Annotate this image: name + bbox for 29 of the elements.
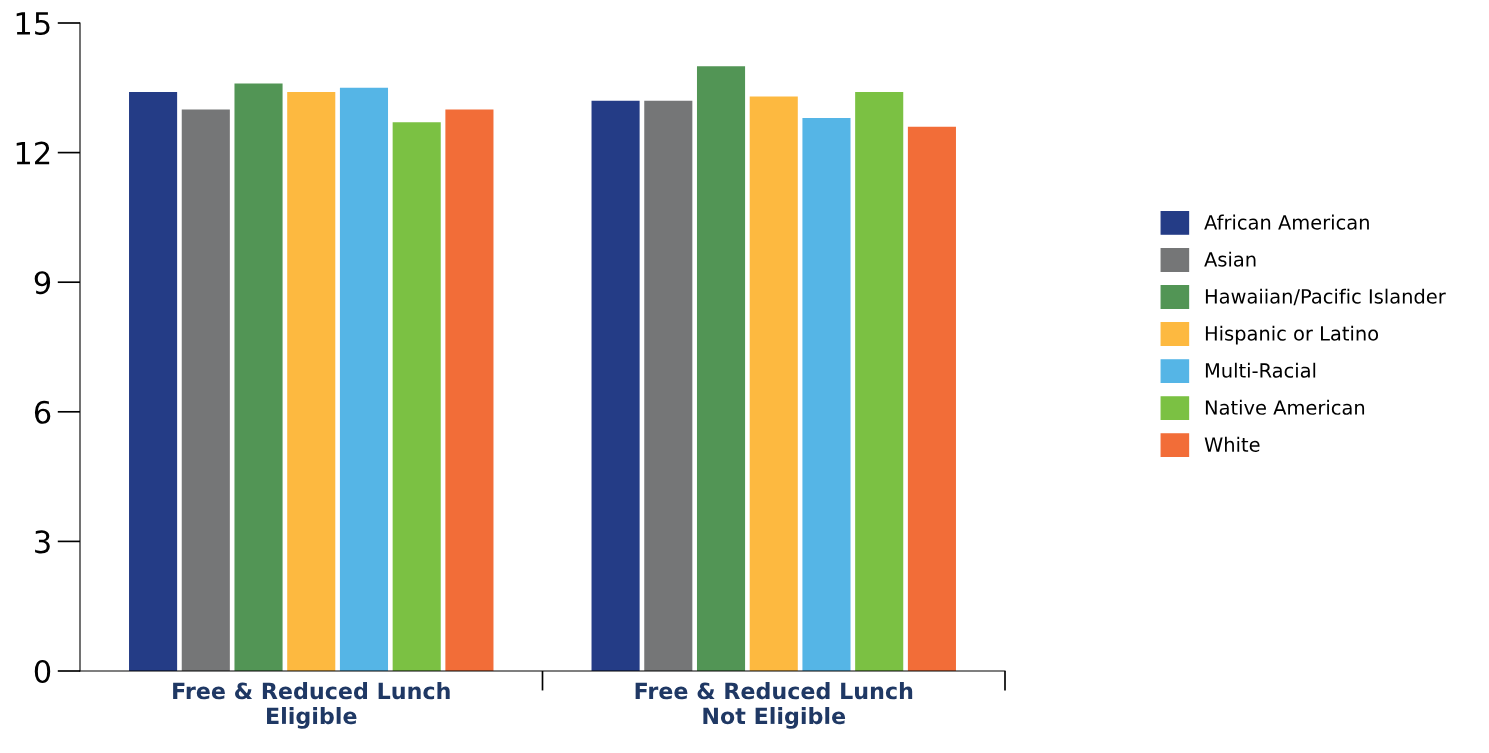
legend-label: White xyxy=(1204,436,1260,452)
bar xyxy=(234,83,283,671)
legend-label: Multi-Racial xyxy=(1205,362,1316,378)
bar xyxy=(181,109,230,671)
bar xyxy=(855,92,904,671)
x-tick-label: Free & Reduced Lunch Eligible xyxy=(173,682,450,729)
bar xyxy=(591,100,640,671)
y-tick-label: 0 xyxy=(34,659,51,684)
bar xyxy=(129,92,178,671)
bar xyxy=(907,126,956,671)
y-tick-label: 6 xyxy=(34,400,51,424)
legend-label: Asian xyxy=(1204,251,1256,267)
bar xyxy=(392,122,441,671)
y-tick-label: 15 xyxy=(16,12,50,36)
y-tick-label: 12 xyxy=(16,141,50,165)
legend-label: African American xyxy=(1204,214,1369,230)
bar xyxy=(644,100,693,671)
bar xyxy=(287,92,336,671)
bar xyxy=(696,66,746,671)
x-tick-label: Free & Reduced Lunch Not Eligible xyxy=(635,682,913,729)
legend-label: Native American xyxy=(1205,399,1365,415)
bar xyxy=(802,118,851,671)
y-tick-label: 9 xyxy=(34,271,51,295)
y-tick-label: 3 xyxy=(35,530,50,554)
bar xyxy=(749,96,798,671)
legend-label: Hawaiian/Pacific Islander xyxy=(1205,288,1446,306)
legend-label: Hispanic or Latino xyxy=(1205,325,1379,345)
bar xyxy=(339,87,389,671)
bar xyxy=(445,109,494,671)
